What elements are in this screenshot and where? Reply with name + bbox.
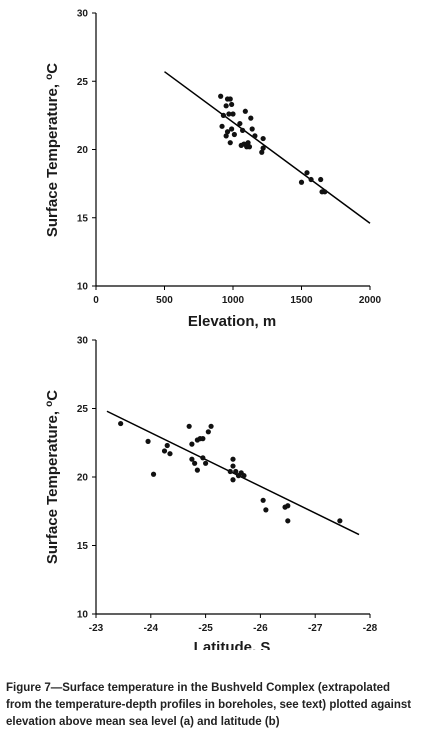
data-point-b [205,429,211,435]
data-point-a [252,133,258,139]
x-tick-label-a: 2000 [359,295,382,306]
figure-caption: Figure 7—Surface temperature in the Bush… [6,682,412,728]
data-point-a [231,131,237,138]
data-point-a [249,126,255,132]
y-tick-label-b: 30 [77,336,89,347]
data-point-b [227,468,233,475]
y-tick-label-b: 15 [77,541,89,552]
x-tick-label-a: 1000 [222,295,245,306]
data-point-b [200,455,206,461]
data-point-b [208,423,214,429]
y-tick-label-a: 10 [77,282,89,293]
chart-panel-elevation: Surface Temperature, oC Elevation, m 10 1… [44,9,382,331]
x-tick-label-a: 0 [93,295,99,306]
x-tick-label-b: -27 [308,623,323,634]
data-point-b [167,451,173,457]
y-tick-label-b: 25 [77,404,89,415]
data-point-a [223,103,229,109]
data-point-b [233,468,239,475]
y-tick-label-b: 10 [77,610,89,621]
y-tick-label-b: 20 [77,473,89,484]
data-point-b [230,463,236,469]
data-point-a [248,115,254,121]
y-tick-label-a: 30 [77,9,89,20]
data-point-a [260,135,266,142]
data-point-a [227,140,233,146]
data-point-b [145,438,151,444]
data-point-a [239,127,246,133]
data-point-b [189,456,195,462]
data-point-b [203,460,209,466]
data-point-b [189,441,195,447]
data-point-a [308,176,314,183]
data-point-a [224,129,231,135]
data-point-a [227,96,233,102]
data-point-a [226,111,232,117]
data-point-a [318,176,324,183]
x-tick-label-b: -25 [198,623,213,634]
data-point-a [322,189,328,195]
y-tick-label-a: 15 [77,213,89,224]
data-point-a [220,112,227,118]
y-axis-title-b: Surface Temperature, oC [44,390,62,564]
data-point-b [164,442,170,449]
data-point-a [298,179,305,185]
data-point-b [186,423,192,429]
x-tick-label-b: -28 [363,623,378,634]
trend-line-b [106,410,360,536]
data-point-a [218,93,224,99]
data-point-a [259,149,265,155]
x-tick-label-a: 1500 [290,295,313,306]
data-point-a [229,101,235,108]
x-axis-title-a: Elevation, m [188,313,276,330]
data-point-b [285,503,291,509]
data-point-a [245,140,251,146]
data-point-a [230,111,236,117]
data-point-b [230,456,236,462]
data-point-a [223,133,229,139]
data-point-b [192,460,198,466]
data-point-a [242,108,248,114]
data-point-b [161,448,168,454]
x-tick-label-b: -26 [253,623,268,634]
data-point-b [241,473,247,479]
trend-line-a [164,71,371,224]
figure: Surface Temperature, oC Elevation, m 10 1… [44,9,382,651]
data-point-b [263,507,269,513]
data-point-b [260,497,266,503]
y-axis-title-a: Surface Temperature, oC [44,63,62,237]
data-point-b [200,436,206,442]
data-point-a [229,126,235,132]
data-point-b [337,518,343,524]
data-point-b [285,518,291,524]
data-point-b [118,420,124,427]
data-point-b [150,471,157,477]
x-tick-label-a: 500 [156,295,173,306]
y-tick-label-a: 20 [77,145,89,156]
data-point-a [246,144,253,150]
data-point-b [230,477,236,483]
y-tick-label-a: 25 [77,77,89,88]
x-tick-label-b: -23 [89,623,104,634]
data-point-a [219,123,225,129]
data-point-b [194,467,200,473]
x-axis-title-b: Latitude, S [194,639,271,650]
data-point-a [304,170,310,176]
x-tick-label-b: -24 [144,623,159,634]
data-point-a [237,120,243,127]
data-point-a [260,145,266,151]
chart-panel-latitude: Surface Temperature, oC Latitude, S 10 15… [44,336,378,651]
